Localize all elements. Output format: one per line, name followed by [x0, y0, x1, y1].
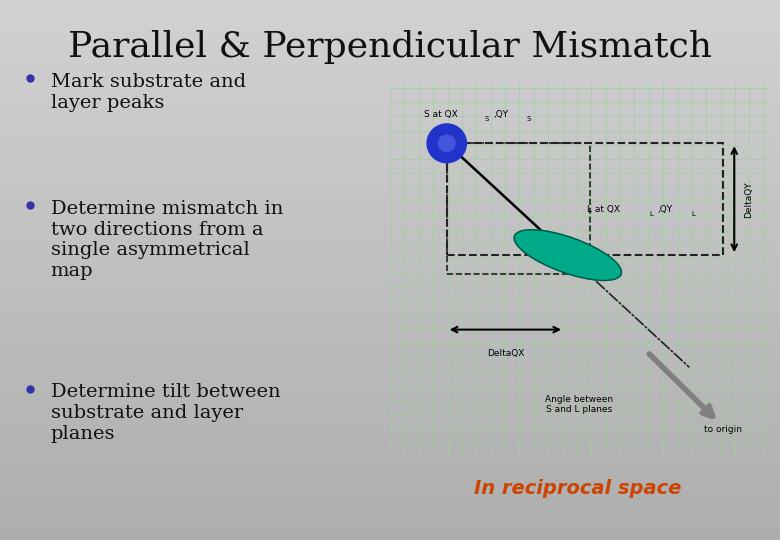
Text: Determine mismatch in
two directions from a
single asymmetrical
map: Determine mismatch in two directions fro…	[51, 200, 283, 280]
Text: to origin: to origin	[704, 424, 742, 434]
Text: In reciprocal space: In reciprocal space	[473, 479, 681, 498]
Text: S: S	[527, 116, 531, 122]
Text: Mark substrate and
layer peaks: Mark substrate and layer peaks	[51, 73, 246, 112]
Text: ,QY: ,QY	[658, 205, 673, 214]
Text: Angle between
S and L planes: Angle between S and L planes	[545, 395, 613, 414]
Bar	[447, 143, 590, 274]
Circle shape	[427, 124, 466, 163]
Ellipse shape	[514, 230, 622, 280]
Circle shape	[438, 135, 455, 152]
Text: L: L	[691, 211, 695, 217]
Text: Determine tilt between
substrate and layer
planes: Determine tilt between substrate and lay…	[51, 383, 280, 443]
Text: DeltaQX: DeltaQX	[487, 349, 524, 357]
Text: ,QY: ,QY	[493, 110, 509, 119]
Text: S: S	[484, 116, 489, 122]
Text: S at QX: S at QX	[424, 110, 458, 119]
Text: L at QX: L at QX	[587, 205, 620, 214]
Text: L: L	[649, 211, 653, 217]
Text: Parallel & Perpendicular Mismatch: Parallel & Perpendicular Mismatch	[68, 30, 712, 64]
Text: DeltaQY: DeltaQY	[743, 181, 753, 218]
Bar	[447, 143, 723, 255]
